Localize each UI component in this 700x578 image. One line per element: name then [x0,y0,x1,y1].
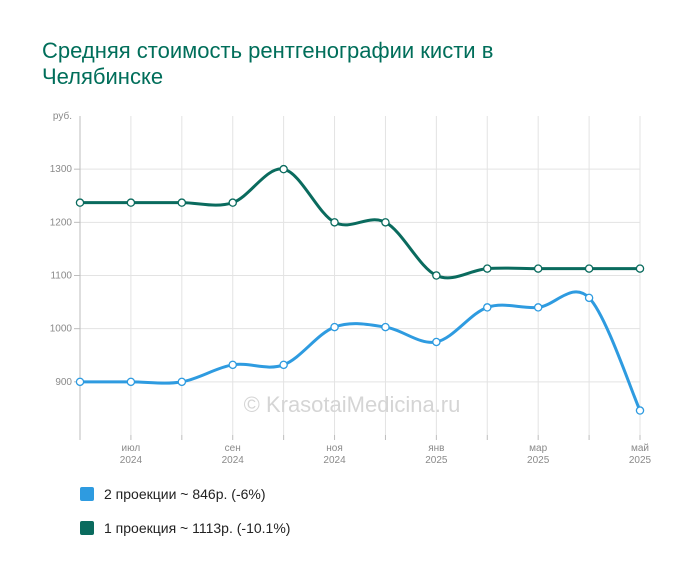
x-tick-label: янв [428,443,444,454]
data-point [432,337,441,347]
y-tick-label: 1200 [50,217,73,228]
data-point [279,360,288,370]
data-point [126,198,136,207]
data-point [483,264,492,273]
series-1 [75,290,645,415]
data-point [330,322,339,332]
x-tick-year-label: 2025 [527,455,550,466]
x-tick-label: июл [122,443,141,454]
y-tick-label: 1300 [50,164,73,175]
series [75,164,645,415]
data-point [177,198,187,207]
x-tick-label: мар [529,443,547,454]
x-tick-year-label: 2024 [120,455,143,466]
data-point [635,264,645,273]
x-tick-label: сен [225,443,241,454]
data-point [126,377,136,387]
data-point [483,303,492,312]
x-tick-year-label: 2024 [323,455,346,466]
legend-item: 2 проекции ~ 846р. (-6%) [80,486,266,502]
legend-swatch [80,521,94,535]
data-point [533,264,543,273]
data-point [635,406,645,415]
data-point [584,264,594,273]
legend-label: 1 проекция ~ 1113р. (-10.1%) [104,520,291,536]
x-tick-label: ноя [326,443,343,454]
data-point [381,322,390,332]
legend-swatch [80,487,94,501]
legend-item: 1 проекция ~ 1113р. (-10.1%) [80,520,290,536]
x-tick-year-label: 2025 [425,455,448,466]
y-tick-label: 1000 [50,324,73,335]
data-point [330,218,339,227]
data-point [432,271,441,280]
data-point [228,198,237,207]
x-tick-year-label: 2025 [629,455,652,466]
y-tick-label: 900 [55,377,72,388]
y-tick-label: 1100 [50,271,72,282]
x-tick-year-label: 2024 [222,455,245,466]
legend-label: 2 проекции ~ 846р. (-6%) [104,486,266,502]
series-line [78,167,642,280]
data-point [584,293,594,303]
x-tick-label: май [631,443,649,454]
data-point [279,164,288,174]
watermark: © KrasotaiMedicina.ru [244,392,461,417]
data-point [228,360,237,370]
data-point [75,198,85,207]
grid [79,116,641,435]
data-point [75,377,85,387]
data-point [533,303,543,312]
chart-title: Средняя стоимость рентгенографии кисти в… [42,38,494,89]
series-2 [75,164,645,280]
data-point [177,377,187,387]
y-unit-label: руб. [53,110,72,122]
axes: 9001000110012001300руб.июл2024сен2024ноя… [50,110,652,466]
data-point [381,218,390,227]
